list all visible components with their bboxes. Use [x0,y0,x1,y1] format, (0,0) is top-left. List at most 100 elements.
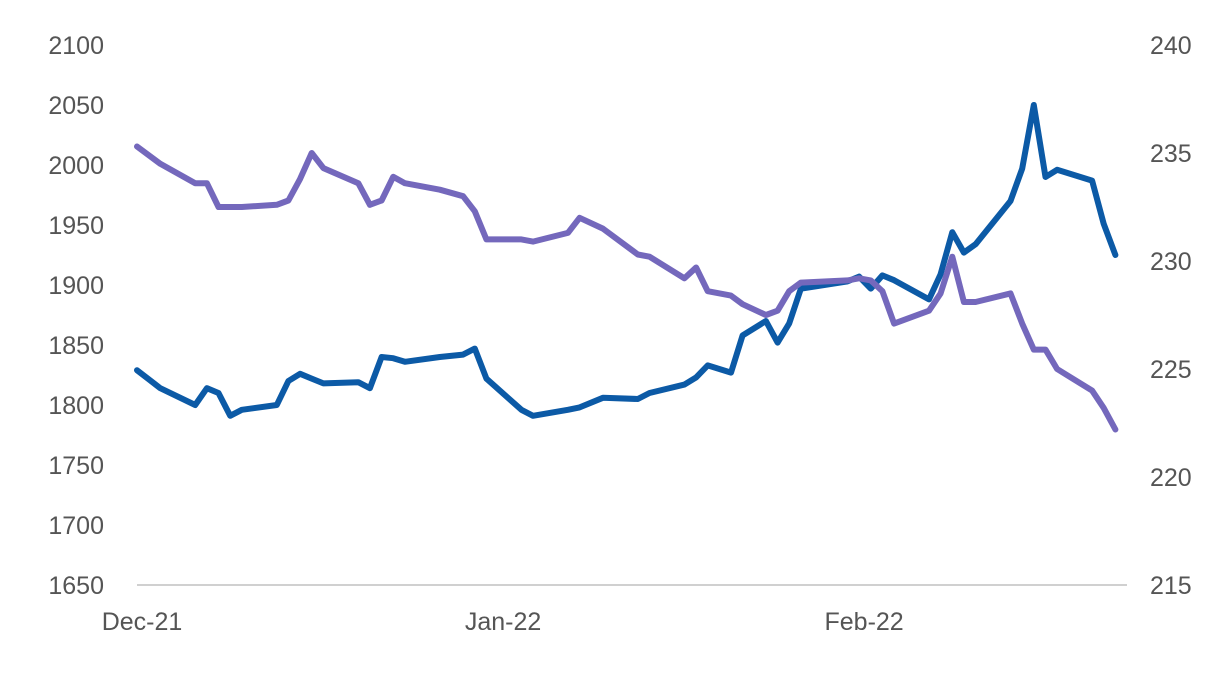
data-point [530,413,536,419]
data-point [460,352,466,358]
data-point [227,204,233,210]
data-point [379,354,385,360]
data-point [483,376,489,382]
data-point [600,226,606,232]
data-point [740,332,746,338]
data-point [367,385,373,391]
data-point [390,174,396,180]
x-axis-tick-label: Dec-21 [102,608,183,636]
data-point [728,370,734,376]
data-point [402,359,408,365]
data-point [239,407,245,413]
data-point [577,404,583,410]
data-point [1008,290,1013,296]
right-axis-tick-label: 215 [1150,572,1192,600]
left-axis-tick-label: 1950 [48,212,104,240]
x-axis-ticks: Dec-21 Jan-22 Feb-22 [102,608,904,636]
data-point [961,250,967,256]
right-axis-tick-label: 225 [1150,356,1192,384]
right-axis-tick-label: 235 [1150,140,1192,168]
data-point [763,318,769,324]
data-point [786,320,792,326]
series-points-right [134,144,1118,432]
left-axis-tick-label: 1700 [48,512,104,540]
data-point [565,407,571,413]
data-point [320,165,326,171]
data-point [134,367,140,373]
data-point [460,193,466,199]
data-point [1101,405,1107,411]
left-axis-tick-label: 1750 [48,452,104,480]
data-point [483,236,489,242]
data-point [1054,167,1060,173]
data-point [868,277,874,283]
data-point [472,346,478,352]
left-axis-tick-label: 2000 [48,152,104,180]
data-point [204,385,210,391]
data-point [390,355,396,361]
data-point [367,202,373,208]
data-point [949,254,955,260]
data-point [437,354,443,360]
data-point [157,385,163,391]
data-point [274,202,280,208]
data-point [879,272,885,278]
right-axis-tick-label: 230 [1150,248,1192,276]
data-point [239,204,245,210]
data-point [1043,347,1048,353]
data-point [285,378,291,384]
data-point [856,275,862,281]
data-point [647,390,652,396]
data-point [309,376,315,382]
data-point [1019,166,1025,172]
data-point [973,241,979,247]
data-point [786,288,792,294]
data-point [216,204,221,210]
data-point [1019,321,1025,327]
data-point [1008,198,1013,204]
data-point [530,239,536,245]
data-point [845,277,850,283]
data-point [1089,388,1095,394]
data-point [472,208,478,214]
data-point [297,371,303,377]
data-point [134,144,140,149]
data-point [740,301,746,307]
data-point [879,288,885,294]
data-point [763,312,769,318]
series-line-left [134,102,1119,419]
data-point [1112,427,1118,432]
data-point [1031,102,1037,108]
data-point [949,229,955,235]
data-point [565,230,571,236]
left-axis-tick-label: 1650 [48,572,104,600]
data-point [1054,366,1060,372]
data-point [647,254,652,260]
x-axis-tick-label: Feb-22 [825,608,904,636]
data-point [681,275,687,281]
data-point [798,286,804,292]
data-point [1031,347,1037,353]
data-point [926,308,932,314]
left-axis-tick-label: 1800 [48,392,104,420]
data-point [274,402,280,408]
data-point [926,296,932,302]
series-points-left [134,102,1118,419]
left-axis-tick-label: 2050 [48,92,104,120]
data-point [961,299,967,305]
x-axis-tick-label: Jan-22 [465,608,541,636]
data-point [320,380,326,386]
data-point [798,280,804,286]
data-point [868,286,874,292]
left-axis-tick-label: 1850 [48,332,104,360]
data-point [681,382,687,388]
data-point [518,236,524,242]
left-axis-tick-label: 2100 [48,32,104,60]
data-point [157,161,163,167]
data-point [891,277,897,283]
data-point [577,215,583,221]
data-point [355,180,361,186]
left-axis-tick-label: 1900 [48,272,104,300]
data-point [1043,174,1048,180]
data-point [600,395,606,401]
